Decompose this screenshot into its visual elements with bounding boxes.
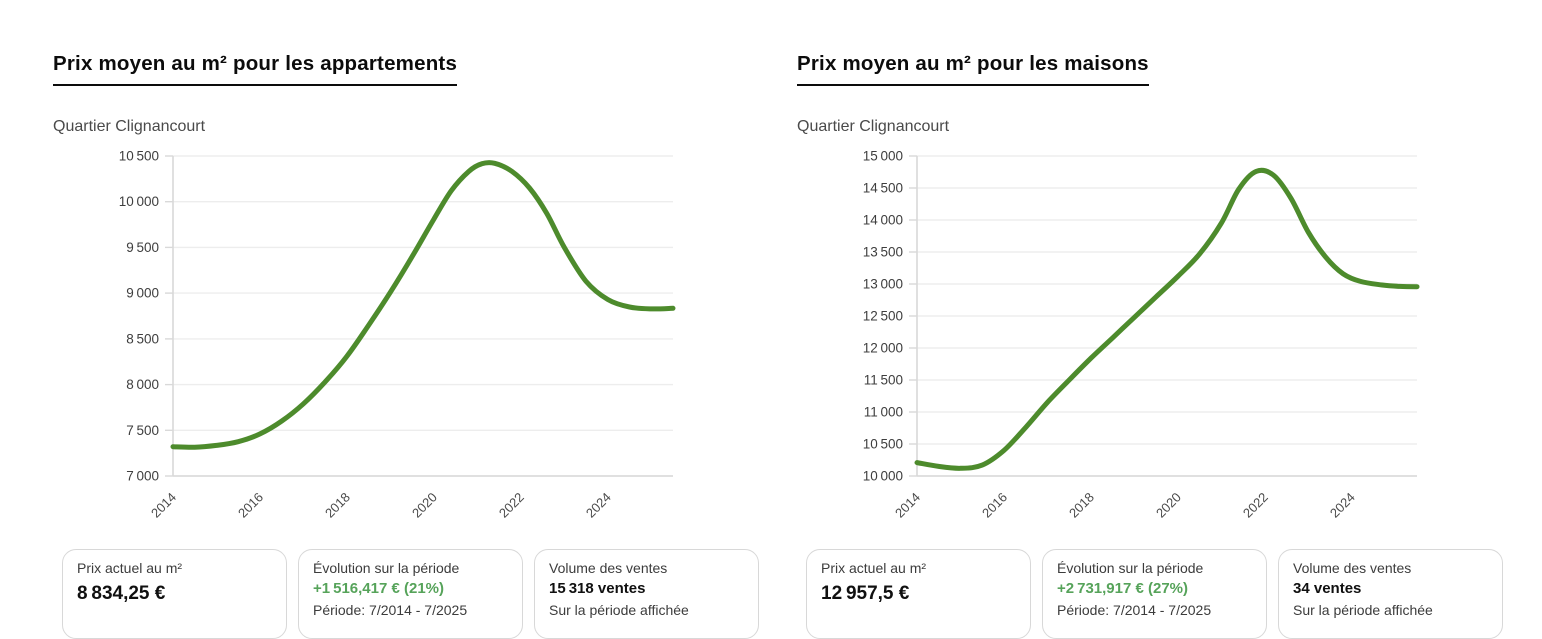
y-tick-label: 9 000 bbox=[126, 285, 159, 300]
stat-card-volume: Volume des ventes 34 ventes Sur la pério… bbox=[1278, 548, 1503, 639]
y-tick-label: 10 500 bbox=[119, 148, 159, 163]
x-tick-label: 2020 bbox=[409, 489, 440, 520]
stat-card-label: Prix actuel au m² bbox=[821, 559, 927, 576]
y-tick-label: 11 000 bbox=[864, 404, 903, 419]
stat-card-current-price: Prix actuel au m² 12 957,5 € bbox=[806, 548, 1031, 639]
stat-card-label: Évolution sur la période bbox=[313, 559, 460, 576]
x-tick-label: 2022 bbox=[1240, 489, 1271, 520]
x-tick-label: 2022 bbox=[496, 489, 527, 520]
chart-subtitle: Quartier Clignancourt bbox=[53, 117, 206, 135]
chart-subtitle: Quartier Clignancourt bbox=[797, 117, 950, 135]
stat-card-label: Volume des ventes bbox=[1293, 559, 1412, 576]
stat-cards-row: Prix actuel au m² 8 834,25 € Évolution s… bbox=[62, 548, 762, 639]
chart-canvas[interactable]: 10 000 10 500 11 000 11 500 12 000 12 500 13 0… bbox=[797, 142, 1457, 540]
y-tick-label: 10 500 bbox=[863, 436, 903, 451]
y-tick-label: 12 000 bbox=[863, 340, 903, 355]
stat-card-evolution-value: +2 731,917 € (27%) bbox=[1057, 579, 1189, 597]
stat-card-volume-value: 15 318 ventes bbox=[549, 579, 646, 597]
chart-canvas[interactable]: 7 000 7 500 8 000 8 500 9 000 9 500 10 000 10 5… bbox=[53, 142, 713, 540]
stat-card-label: Prix actuel au m² bbox=[77, 559, 183, 576]
x-tick-label: 2016 bbox=[235, 489, 266, 520]
y-tick-label: 10 000 bbox=[863, 468, 903, 483]
y-tick-label: 8 500 bbox=[126, 331, 159, 346]
stat-card-evolution-value: +1 516,417 € (21%) bbox=[313, 579, 445, 597]
stat-card-label: Volume des ventes bbox=[549, 559, 668, 576]
stat-card-sub: Sur la période affichée bbox=[549, 601, 689, 618]
stat-card-period: Période: 7/2014 - 7/2025 bbox=[1057, 601, 1212, 618]
stat-card-period: Période: 7/2014 - 7/2025 bbox=[313, 601, 468, 618]
stat-card-current-price: Prix actuel au m² 8 834,25 € bbox=[62, 548, 287, 639]
y-tick-label: 10 000 bbox=[119, 194, 159, 209]
panel-appartements: Prix moyen au m² pour les appartements Q… bbox=[53, 34, 762, 639]
stat-cards-row: Prix actuel au m² 12 957,5 € Évolution s… bbox=[806, 548, 1506, 639]
y-tick-label: 14 000 bbox=[863, 212, 903, 227]
x-tick-label: 2018 bbox=[1066, 489, 1097, 520]
stat-card-volume-value: 34 ventes bbox=[1293, 579, 1362, 597]
x-tick-label: 2014 bbox=[892, 489, 923, 520]
stat-card-evolution: Évolution sur la période +1 516,417 € (2… bbox=[298, 548, 523, 639]
stat-card-volume: Volume des ventes 15 318 ventes Sur la p… bbox=[534, 548, 759, 639]
chart-title-appartements: Prix moyen au m² pour les appartements bbox=[53, 51, 458, 86]
panel-maisons: Prix moyen au m² pour les maisons Quarti… bbox=[797, 34, 1506, 639]
stat-card-value: 12 957,5 € bbox=[821, 582, 910, 604]
y-tick-label: 7 000 bbox=[126, 468, 159, 483]
y-tick-label: 12 500 bbox=[863, 308, 903, 323]
price-line bbox=[914, 167, 1420, 471]
y-tick-label: 15 000 bbox=[863, 148, 903, 163]
stat-card-label: Évolution sur la période bbox=[1057, 559, 1204, 576]
price-line bbox=[170, 159, 676, 450]
y-tick-label: 14 500 bbox=[863, 180, 903, 195]
stat-card-sub: Sur la période affichée bbox=[1293, 601, 1433, 618]
price-line-chart-appartements[interactable]: 7 000 7 500 8 000 8 500 9 000 9 500 10 000 10 5… bbox=[53, 142, 762, 540]
stat-card-value: 8 834,25 € bbox=[77, 582, 166, 604]
x-tick-label: 2014 bbox=[148, 489, 179, 520]
x-tick-label: 2020 bbox=[1153, 489, 1184, 520]
x-tick-label: 2018 bbox=[322, 489, 353, 520]
x-tick-label: 2024 bbox=[1327, 489, 1358, 520]
y-tick-label: 7 500 bbox=[126, 422, 159, 437]
x-tick-label: 2016 bbox=[979, 489, 1010, 520]
x-tick-label: 2024 bbox=[583, 489, 614, 520]
y-tick-label: 11 500 bbox=[864, 372, 903, 387]
price-line-chart-maisons[interactable]: 10 000 10 500 11 000 11 500 12 000 12 500 13 0… bbox=[797, 142, 1506, 540]
y-tick-label: 8 000 bbox=[126, 377, 159, 392]
y-tick-label: 13 500 bbox=[863, 244, 903, 259]
chart-title-maisons: Prix moyen au m² pour les maisons bbox=[797, 51, 1149, 86]
stat-card-evolution: Évolution sur la période +2 731,917 € (2… bbox=[1042, 548, 1267, 639]
y-tick-label: 13 000 bbox=[863, 276, 903, 291]
y-tick-label: 9 500 bbox=[126, 240, 159, 255]
